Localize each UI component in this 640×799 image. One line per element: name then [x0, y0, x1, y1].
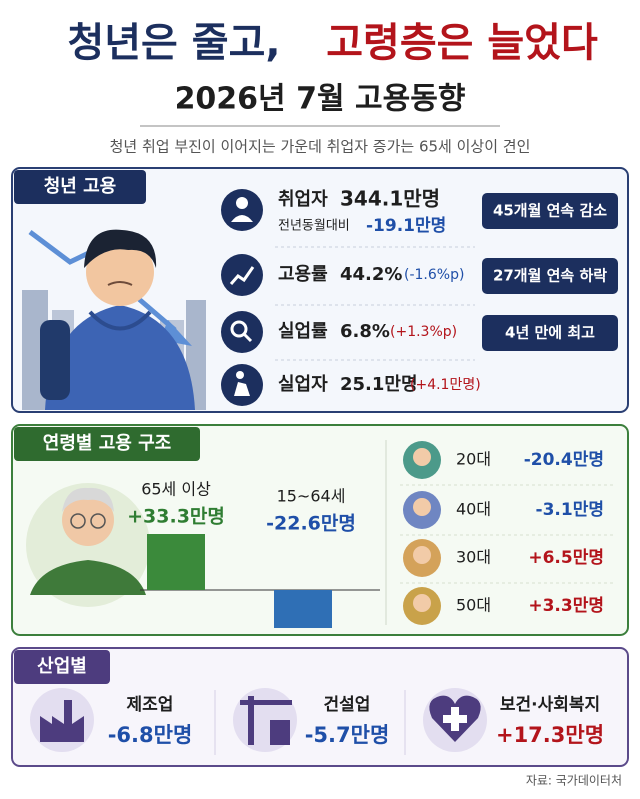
- badge: [482, 315, 618, 351]
- stat-label: 취업자: [278, 189, 328, 210]
- section-tab: [14, 650, 110, 684]
- stat-change: -19.1만명: [366, 216, 446, 236]
- industry-icons: [30, 688, 487, 752]
- badge-text: 4년 만에 최고: [505, 324, 595, 342]
- age-value: +3.3만명: [528, 596, 604, 616]
- section-title: 연령별 고용 구조: [43, 433, 171, 454]
- description: 청년 취업 부진이 이어지는 가운데 취업자 증가는 65세 이상이 견인: [110, 138, 531, 156]
- avatar-face: [413, 594, 431, 612]
- section-tab: [14, 170, 146, 204]
- stat-value: 344.1만명: [340, 187, 440, 211]
- subtitle: 2026년 7월 고용동향: [175, 82, 466, 117]
- industry-value: -5.7만명: [305, 723, 390, 747]
- badge: [482, 193, 618, 229]
- stat-change: (-1.6%p): [404, 267, 464, 283]
- stat-value: 44.2%: [340, 264, 402, 285]
- bar-chart: 65세 이상 +33.3만명 15~64세 -22.6만명: [127, 480, 356, 629]
- badge: [482, 258, 618, 294]
- age-label: 50대: [456, 596, 491, 615]
- bar-value-label: +33.3만명: [127, 506, 225, 528]
- age-value: +6.5만명: [528, 548, 604, 568]
- age-label: 30대: [456, 548, 491, 567]
- age-label: 20대: [456, 450, 491, 469]
- industry-label: 건설업: [324, 695, 371, 715]
- stat-label: 실업자: [278, 374, 328, 395]
- badge-text: 27개월 연속 하락: [493, 267, 607, 285]
- stat-value: 25.1만명: [340, 374, 418, 395]
- stat-label: 고용률: [278, 264, 328, 285]
- bar-value-label: -22.6만명: [266, 513, 356, 535]
- section-title: 청년 고용: [44, 176, 117, 197]
- bar: [147, 534, 205, 590]
- avatar-face: [413, 448, 431, 466]
- stat-label: 실업률: [278, 321, 328, 342]
- age-value: -3.1만명: [536, 500, 604, 520]
- industry-label: 보건·사회복지: [500, 695, 600, 715]
- age-list: 20대 -20.4만명 40대 -3.1만명 30대 +6.5만명 50대 +3.3만명: [400, 441, 615, 625]
- bar-category: 65세 이상: [141, 480, 211, 499]
- avatar-face: [413, 498, 431, 516]
- badge-text: 45개월 연속 감소: [493, 202, 607, 220]
- elderly-illustration: [26, 483, 150, 607]
- bar: [274, 590, 332, 629]
- industry-label: 제조업: [127, 695, 174, 715]
- industry-value: +17.3만명: [496, 723, 604, 747]
- industry-value: -6.8만명: [108, 723, 193, 747]
- bar-category: 15~64세: [277, 487, 346, 506]
- avatar-face: [413, 546, 431, 564]
- source: 자료: 국가데이터처: [526, 774, 622, 788]
- stat-change: (+1.3%p): [390, 324, 457, 340]
- section-title: 산업별: [37, 656, 87, 677]
- stat-sub-label: 전년동월대비: [278, 219, 350, 234]
- age-value: -20.4만명: [524, 450, 604, 470]
- section-tab: [14, 427, 200, 461]
- icon: [221, 189, 263, 406]
- age-label: 40대: [456, 500, 491, 519]
- illustration: [22, 229, 206, 410]
- title-part: 고령층은 늘었다: [326, 20, 598, 66]
- stat-value: 6.8%: [340, 321, 390, 342]
- stat-change: (+4.1만명): [410, 377, 481, 393]
- title-part: 청년은 줄고,: [67, 20, 280, 66]
